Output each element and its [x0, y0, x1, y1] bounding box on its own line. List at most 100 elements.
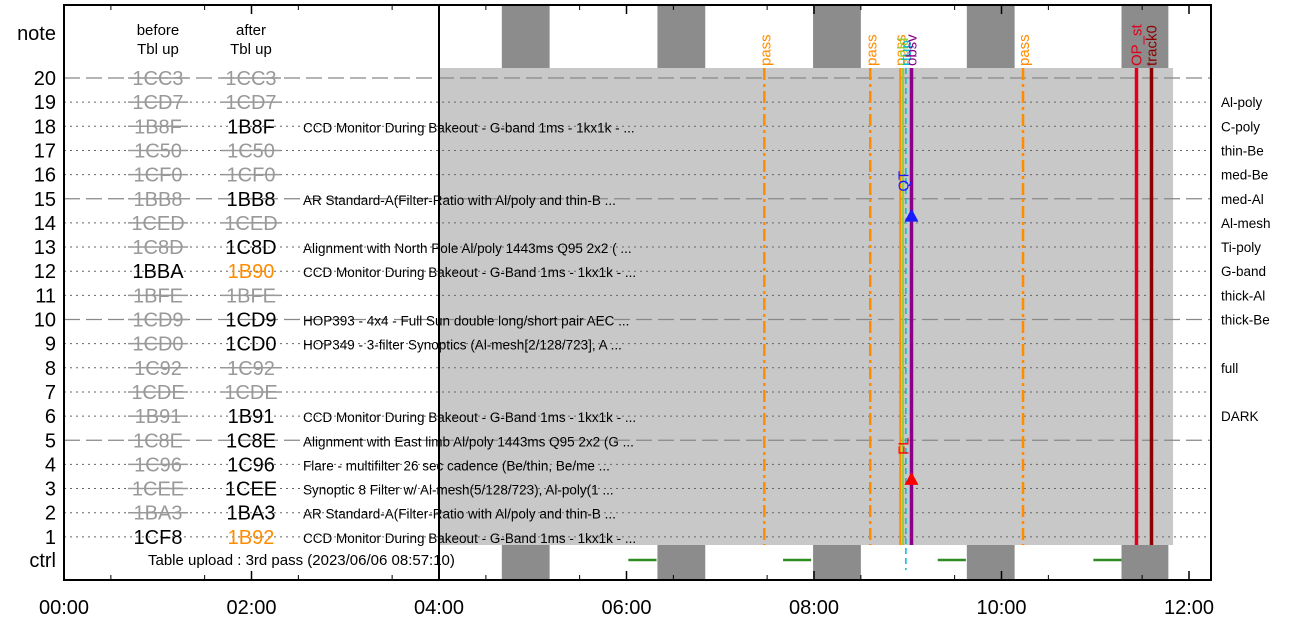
- filter-label: C-poly: [1221, 119, 1260, 134]
- after-code: 1CD9: [225, 310, 276, 332]
- row-number: 3: [45, 479, 56, 501]
- before-code: 1BA3: [134, 503, 183, 525]
- x-tick-label: 08:00: [789, 597, 839, 619]
- filter-label: med-Al: [1221, 192, 1264, 207]
- before-code: 1CD9: [132, 310, 183, 332]
- x-tick-label: 12:00: [1164, 597, 1214, 619]
- event-label: track0: [1144, 25, 1161, 66]
- x-tick-label: 00:00: [39, 597, 89, 619]
- before-code: 1CD0: [132, 334, 183, 356]
- before-code: 1CF8: [134, 527, 183, 549]
- before-code: 1C96: [134, 454, 182, 476]
- pass-label: pass: [757, 34, 774, 66]
- row-number: 18: [34, 116, 56, 138]
- header-before-1: before: [137, 22, 180, 39]
- before-code: 1C8D: [132, 237, 183, 259]
- after-code: 1C50: [227, 140, 275, 162]
- filter-label: Al-mesh: [1221, 216, 1271, 231]
- row-description: CCD Monitor During Bakeout - G-Band 1ms …: [303, 410, 636, 425]
- after-code: 1BFE: [226, 285, 276, 307]
- filter-label: full: [1221, 361, 1238, 376]
- after-code: 1CED: [224, 213, 277, 235]
- row-description: CCD Monitor During Bakeout - G-Band 1ms …: [303, 531, 636, 546]
- after-code: 1CDE: [224, 382, 277, 404]
- after-code: 1B8F: [227, 116, 275, 138]
- filter-label: Ti-poly: [1221, 240, 1261, 255]
- x-tick-label: 10:00: [976, 597, 1026, 619]
- after-code: 1BA3: [227, 503, 276, 525]
- qt-label: QT: [896, 171, 913, 192]
- x-tick-label: 06:00: [601, 597, 651, 619]
- row-number: 6: [45, 406, 56, 428]
- after-code: 1C8D: [225, 237, 276, 259]
- row-number: 1: [45, 527, 56, 549]
- event-label: upld: [895, 38, 912, 66]
- qt-triangle: [904, 208, 919, 222]
- row-number: 11: [35, 285, 56, 307]
- after-code: 1CF0: [227, 165, 276, 187]
- row-description: CCD Monitor During Bakeout - G-band 1ms …: [303, 120, 635, 135]
- table-upload-text: Table upload : 3rd pass (2023/06/06 08:5…: [148, 552, 455, 569]
- row-description: Flare - multifilter 26 sec cadence (Be/t…: [303, 458, 610, 473]
- ctrl-label: ctrl: [29, 550, 56, 572]
- after-code: 1C8E: [226, 430, 276, 452]
- row-description: AR Standard-A(Filter-Ratio with Al/poly …: [303, 193, 616, 208]
- row-number: 4: [45, 454, 56, 476]
- before-code: 1BBA: [132, 261, 184, 283]
- x-tick-label: 02:00: [226, 597, 276, 619]
- after-code: 1C92: [227, 358, 275, 380]
- after-code: 1CD7: [225, 92, 276, 114]
- before-code: 1CD7: [132, 92, 183, 114]
- row-number: 20: [34, 68, 56, 90]
- fl-triangle: [904, 471, 919, 485]
- before-code: 1C8E: [133, 430, 183, 452]
- before-code: 1CF0: [134, 165, 183, 187]
- schedule-region: [439, 68, 1174, 545]
- filter-label: med-Be: [1221, 168, 1268, 183]
- row-number: 13: [34, 237, 56, 259]
- after-code: 1BB8: [227, 189, 276, 211]
- filter-label: Al-poly: [1221, 95, 1263, 110]
- row-number: 5: [45, 430, 56, 452]
- after-code: 1B91: [228, 406, 275, 428]
- event-label: rtup: [898, 40, 915, 66]
- row-description: CCD Monitor During Bakeout - G-Band 1ms …: [303, 265, 636, 280]
- x-tick-label: 04:00: [414, 597, 464, 619]
- row-number: 7: [45, 382, 56, 404]
- row-number: 17: [34, 140, 56, 162]
- row-number: 14: [34, 213, 56, 235]
- after-code: 1B90: [228, 261, 275, 283]
- before-code: 1B8F: [134, 116, 182, 138]
- row-number: 9: [45, 334, 56, 356]
- filter-label: thick-Be: [1221, 313, 1270, 328]
- row-description: AR Standard-A(Filter-Ratio with Al/poly …: [303, 507, 616, 522]
- event-label: obsv: [904, 34, 921, 66]
- row-description: Alignment with North Pole Al/poly 1443ms…: [303, 241, 632, 256]
- row-number: 12: [34, 261, 56, 283]
- row-description: Alignment with East limb Al/poly 1443ms …: [303, 434, 634, 449]
- fl-label: FL: [896, 437, 913, 455]
- header-after-2: Tbl up: [230, 41, 272, 58]
- before-code: 1CED: [131, 213, 184, 235]
- filter-label: G-band: [1221, 264, 1266, 279]
- after-code: 1CC3: [225, 68, 276, 90]
- event-label: OP_st: [1129, 23, 1146, 66]
- after-code: 1C96: [227, 454, 275, 476]
- row-number: 2: [45, 503, 56, 525]
- filter-label: thick-Al: [1221, 288, 1265, 303]
- row-number: 19: [34, 92, 56, 114]
- after-code: 1B92: [228, 527, 275, 549]
- row-number: 8: [45, 358, 56, 380]
- filter-label: thin-Be: [1221, 143, 1264, 158]
- row-description: HOP393 - 4x4 - Full Sun double long/shor…: [303, 314, 629, 329]
- after-code: 1CEE: [225, 479, 277, 501]
- row-description: HOP349 - 3-filter Synoptics (Al-mesh[2/1…: [303, 338, 622, 353]
- before-code: 1CEE: [132, 479, 184, 501]
- before-code: 1C92: [134, 358, 182, 380]
- before-code: 1CC3: [132, 68, 183, 90]
- after-code: 1CD0: [225, 334, 276, 356]
- pass-label: pass: [863, 34, 880, 66]
- row-number: 15: [34, 189, 56, 211]
- before-code: 1BB8: [134, 189, 183, 211]
